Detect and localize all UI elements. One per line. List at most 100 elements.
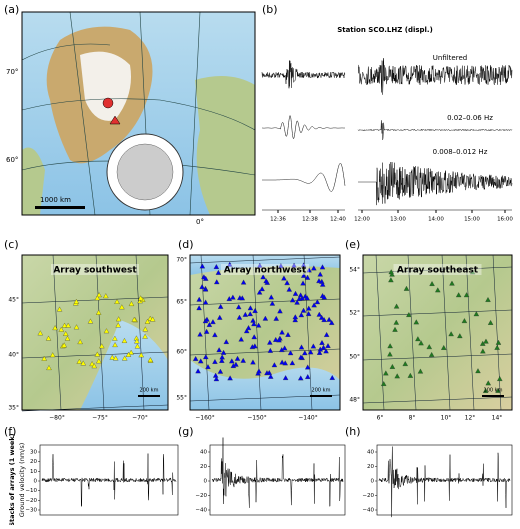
station	[144, 318, 151, 324]
graticule	[189, 298, 341, 306]
lon-label: −160°	[195, 415, 214, 422]
station	[300, 280, 306, 286]
station	[223, 339, 230, 345]
station	[257, 262, 263, 268]
station	[121, 355, 128, 361]
station	[272, 336, 279, 342]
station	[328, 319, 335, 325]
station	[282, 360, 288, 366]
station	[388, 269, 394, 275]
graticule	[52, 254, 62, 411]
y-label: Stacks of arrays (1 week)	[8, 433, 16, 525]
station	[304, 274, 311, 280]
station	[202, 286, 209, 292]
station	[229, 358, 235, 364]
station	[392, 326, 398, 332]
station	[197, 331, 203, 337]
station	[219, 357, 225, 363]
station	[243, 328, 250, 334]
map-a	[22, 12, 255, 215]
station	[217, 303, 224, 309]
station	[260, 274, 266, 280]
y-tick-label: 0	[204, 479, 208, 485]
station	[326, 316, 332, 322]
waveform	[41, 453, 177, 507]
lon-label: 6°	[377, 415, 384, 422]
station	[115, 316, 122, 322]
station	[314, 299, 321, 305]
station	[463, 292, 470, 298]
y-tick-label: −40	[362, 508, 374, 514]
frame	[21, 11, 256, 216]
lon-label: 12°	[465, 415, 476, 422]
station	[483, 338, 489, 344]
station	[125, 351, 132, 357]
station	[206, 321, 213, 327]
station	[267, 339, 273, 345]
station	[495, 339, 502, 345]
station	[383, 370, 389, 376]
station	[96, 358, 102, 364]
panel-label: (f)	[4, 425, 16, 438]
station	[279, 359, 285, 365]
station	[199, 263, 206, 269]
station	[240, 357, 246, 363]
trace-label: 0.008–0.012 Hz	[433, 148, 488, 156]
graticule	[135, 254, 145, 411]
station	[281, 345, 288, 351]
station	[388, 277, 394, 283]
panel-label: (c)	[4, 238, 19, 251]
lat-label: 65°	[176, 299, 187, 306]
station	[323, 348, 329, 354]
station	[311, 265, 317, 271]
station	[285, 331, 291, 337]
station	[119, 304, 125, 310]
station	[262, 315, 269, 321]
station	[393, 303, 400, 309]
station	[406, 312, 412, 317]
station	[393, 319, 400, 325]
waveform	[261, 60, 346, 89]
lon-label: −70°	[132, 415, 148, 422]
station	[49, 352, 56, 358]
station	[65, 322, 71, 328]
station	[115, 322, 121, 328]
lat-label: 60°	[176, 349, 187, 356]
waveform	[262, 163, 346, 192]
station	[192, 355, 199, 361]
station	[457, 333, 463, 339]
graticule	[21, 351, 169, 359]
station	[302, 350, 308, 356]
station	[131, 316, 138, 322]
station	[317, 271, 323, 277]
station	[455, 292, 462, 298]
station	[318, 314, 325, 320]
station	[279, 329, 285, 335]
station	[413, 319, 420, 325]
station	[250, 359, 256, 365]
station	[306, 267, 312, 273]
station	[266, 369, 273, 375]
station	[298, 312, 305, 318]
station	[319, 281, 326, 287]
panel-label: (g)	[178, 425, 194, 438]
station	[103, 328, 110, 334]
trace-label: Unfiltered	[433, 54, 467, 62]
station	[220, 349, 227, 355]
station	[316, 311, 323, 317]
station	[250, 317, 256, 323]
y-tick-label: 20	[367, 464, 374, 470]
station	[64, 335, 71, 341]
station	[247, 305, 254, 311]
station	[300, 262, 307, 268]
station	[203, 354, 209, 360]
y-tick-label: 0	[34, 479, 38, 485]
station	[389, 271, 395, 277]
station	[255, 322, 262, 328]
scale-label: 1000 km	[40, 196, 71, 204]
station	[112, 355, 119, 361]
station	[213, 279, 220, 285]
station	[435, 287, 441, 293]
station	[89, 361, 95, 367]
